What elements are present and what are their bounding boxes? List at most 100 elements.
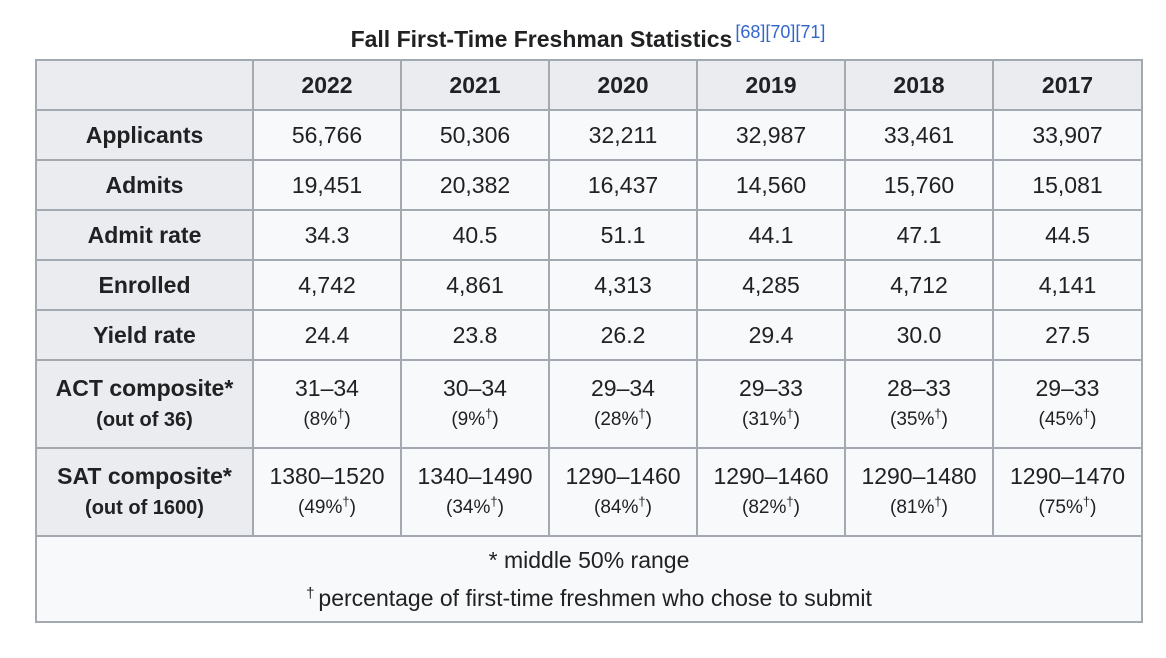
table-cell: 23.8 [400,309,550,361]
table-title: Fall First-Time Freshman Statistics [350,26,733,52]
year-header: 2021 [400,59,550,111]
references: [68][70][71] [735,22,825,42]
freshman-statistics-table: 2022 2021 2020 2019 2018 2017 Applicants… [35,59,1143,623]
table-cell: 26.2 [548,309,698,361]
submit-percent: (28%†) [594,406,652,430]
score-range: 29–33 [739,375,803,401]
header-row: 2022 2021 2020 2019 2018 2017 [35,59,1143,111]
table-cell: 4,742 [252,259,402,311]
reference-link[interactable]: [70] [765,22,796,42]
corner-cell [35,59,254,111]
reference-link[interactable]: [68] [735,22,766,42]
row-header-sublabel: (out of 1600) [85,497,204,519]
table-cell: 44.5 [992,209,1143,261]
submit-percent: (81%†) [890,494,948,518]
year-header: 2017 [992,59,1143,111]
table-cell: 33,461 [844,109,994,161]
table-caption: Fall First-Time Freshman Statistics [68][… [35,20,1141,58]
table-cell: 32,987 [696,109,846,161]
row-header: Applicants [35,109,254,161]
year-header: 2018 [844,59,994,111]
table-cell: 1290–1480 (81%†) [844,447,994,537]
row-header: SAT composite* (out of 1600) [35,447,254,537]
table-cell: 4,861 [400,259,550,311]
submit-percent: (82%†) [742,494,800,518]
table-row: Enrolled 4,742 4,861 4,313 4,285 4,712 4… [35,259,1143,311]
table-cell: 24.4 [252,309,402,361]
score-range: 1380–1520 [269,463,385,489]
table-cell: 47.1 [844,209,994,261]
score-range: 1290–1460 [565,463,681,489]
footnote-star: * middle 50% range [488,547,690,573]
submit-percent: (9%†) [451,406,499,430]
reference-link[interactable]: [71] [795,22,826,42]
table-cell: 29–33 (31%†) [696,359,846,449]
footnote-dagger: † percentage of first-time freshmen who c… [306,585,872,611]
table-cell: 14,560 [696,159,846,211]
table-row: Admit rate 34.3 40.5 51.1 44.1 47.1 44.5 [35,209,1143,261]
score-range: 1290–1470 [1009,463,1126,489]
table-cell: 16,437 [548,159,698,211]
table-cell: 34.3 [252,209,402,261]
table-cell: 4,313 [548,259,698,311]
table-cell: 29.4 [696,309,846,361]
table-cell: 44.1 [696,209,846,261]
table-cell: 27.5 [992,309,1143,361]
score-range: 1340–1490 [417,463,533,489]
table-cell: 30.0 [844,309,994,361]
table-cell: 28–33 (35%†) [844,359,994,449]
table-cell: 1380–1520 (49%†) [252,447,402,537]
submit-percent: (8%†) [303,406,351,430]
score-range: 31–34 [295,375,359,401]
row-header: Admits [35,159,254,211]
table-cell: 20,382 [400,159,550,211]
footnote-row: * middle 50% range † percentage of first-… [35,535,1143,623]
row-header: ACT composite* (out of 36) [35,359,254,449]
table-row: Admits 19,451 20,382 16,437 14,560 15,76… [35,159,1143,211]
table-cell: 56,766 [252,109,402,161]
submit-percent: (31%†) [742,406,800,430]
submit-percent: (45%†) [1038,406,1097,430]
table-cell: 1290–1470 (75%†) [992,447,1143,537]
table-cell: 29–34 (28%†) [548,359,698,449]
table-cell: 4,712 [844,259,994,311]
row-header-label: ACT composite* [55,375,234,401]
table-cell: 33,907 [992,109,1143,161]
act-row: ACT composite* (out of 36) 31–34 (8%†) 30… [35,359,1143,449]
row-header: Enrolled [35,259,254,311]
sat-row: SAT composite* (out of 1600) 1380–1520 (4… [35,447,1143,537]
score-range: 1290–1480 [861,463,977,489]
table-cell: 1340–1490 (34%†) [400,447,550,537]
table-row: Applicants 56,766 50,306 32,211 32,987 3… [35,109,1143,161]
submit-percent: (35%†) [890,406,948,430]
year-header: 2020 [548,59,698,111]
submit-percent: (49%†) [298,494,356,518]
row-header: Admit rate [35,209,254,261]
submit-percent: (75%†) [1038,494,1097,518]
table-cell: 4,285 [696,259,846,311]
year-header: 2022 [252,59,402,111]
year-header: 2019 [696,59,846,111]
table-cell: 32,211 [548,109,698,161]
table-cell: 40.5 [400,209,550,261]
table-cell: 51.1 [548,209,698,261]
score-range: 29–34 [591,375,655,401]
footnote-cell: * middle 50% range † percentage of first-… [35,535,1143,623]
score-range: 30–34 [443,375,507,401]
submit-percent: (84%†) [594,494,652,518]
score-range: 28–33 [887,375,951,401]
submit-percent: (34%†) [446,494,504,518]
score-range: 1290–1460 [713,463,829,489]
table-cell: 30–34 (9%†) [400,359,550,449]
row-header-label: SAT composite* [57,463,232,489]
table-cell: 50,306 [400,109,550,161]
table-cell: 1290–1460 (84%†) [548,447,698,537]
table-row: Yield rate 24.4 23.8 26.2 29.4 30.0 27.5 [35,309,1143,361]
table-cell: 29–33 (45%†) [992,359,1143,449]
table-cell: 19,451 [252,159,402,211]
score-range: 29–33 [1035,375,1100,401]
table-cell: 15,081 [992,159,1143,211]
table-cell: 31–34 (8%†) [252,359,402,449]
row-header: Yield rate [35,309,254,361]
table-cell: 4,141 [992,259,1143,311]
